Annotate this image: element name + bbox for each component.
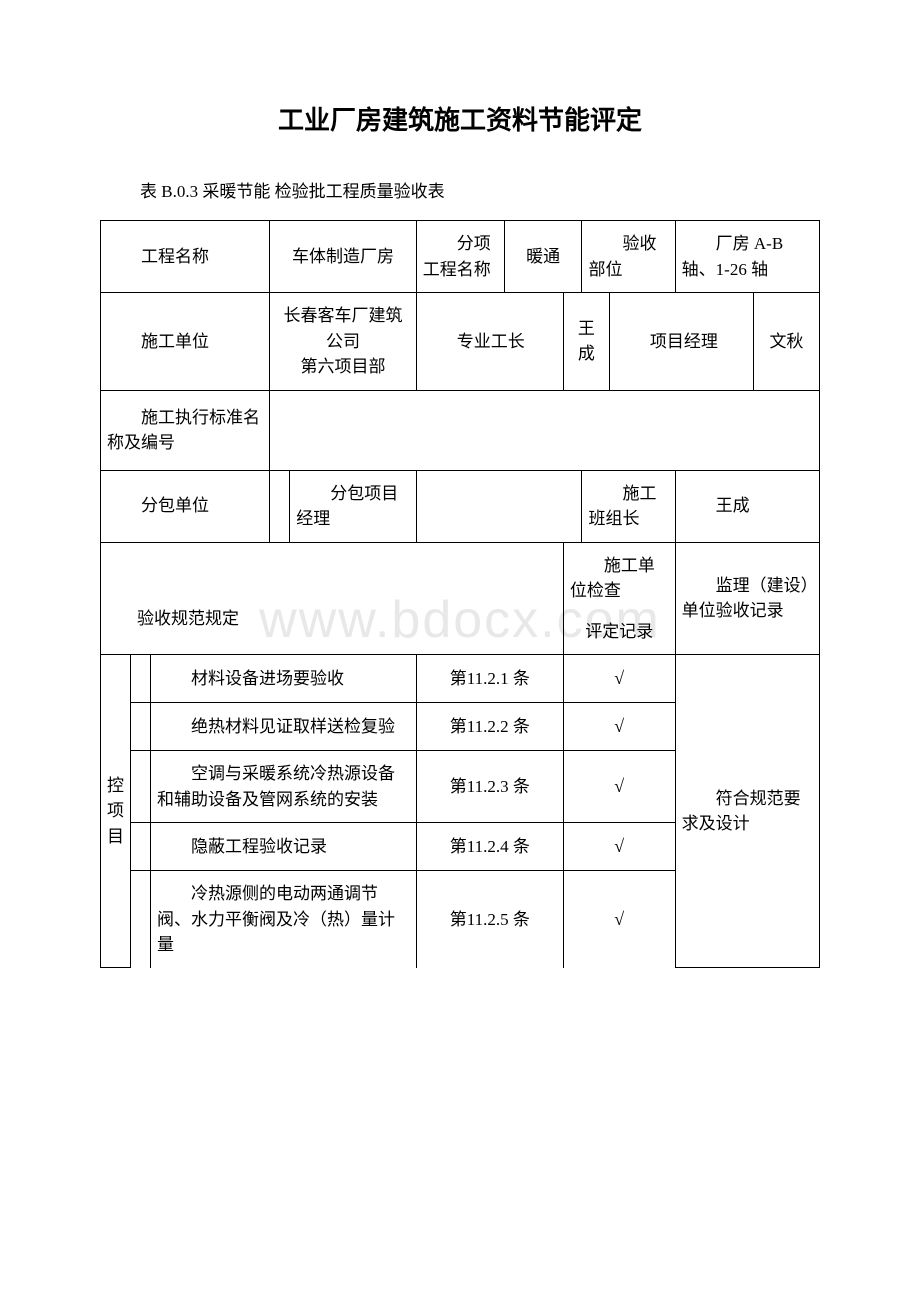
val-foreman: 王成 bbox=[563, 293, 609, 391]
val-standard bbox=[270, 390, 820, 470]
label-pm: 项目经理 bbox=[609, 293, 753, 391]
val-construction-unit: 长春客车厂建筑公司 第六项目部 bbox=[270, 293, 417, 391]
item-check: √ bbox=[563, 751, 675, 823]
label-acceptance-spec: 验收规范规定 bbox=[101, 542, 564, 655]
page-title: 工业厂房建筑施工资料节能评定 bbox=[100, 100, 820, 137]
table-row: 施工单位 长春客车厂建筑公司 第六项目部 专业工长 王成 项目经理 文秋 bbox=[101, 293, 820, 391]
empty-cell bbox=[270, 470, 290, 542]
label-foreman: 专业工长 bbox=[416, 293, 563, 391]
empty-cell bbox=[131, 703, 151, 751]
empty-cell bbox=[131, 823, 151, 871]
item-check: √ bbox=[563, 871, 675, 968]
construction-company: 长春客车厂建筑公司 bbox=[276, 303, 410, 354]
item-desc: 材料设备进场要验收 bbox=[151, 655, 417, 703]
item-clause: 第11.2.3 条 bbox=[416, 751, 563, 823]
label-project-name: 工程名称 bbox=[101, 221, 270, 293]
label-location: 验收部位 bbox=[582, 221, 675, 293]
item-clause: 第11.2.2 条 bbox=[416, 703, 563, 751]
empty-cell bbox=[416, 470, 582, 542]
label-subcontractor: 分包单位 bbox=[101, 470, 270, 542]
label-team-leader: 施工班组长 bbox=[582, 470, 675, 542]
section-header: 控项目 bbox=[101, 655, 131, 968]
label-standard: 施工执行标准名称及编号 bbox=[101, 390, 270, 470]
item-desc: 空调与采暖系统冷热源设备和辅助设备及管网系统的安装 bbox=[151, 751, 417, 823]
table-row: 分包单位 分包项目经理 施工班组长 王成 bbox=[101, 470, 820, 542]
project-dept: 第六项目部 bbox=[276, 354, 410, 380]
val-project-name: 车体制造厂房 bbox=[270, 221, 417, 293]
inspection-table: 工程名称 车体制造厂房 分项工程名称 暖通 验收部位 厂房 A-B轴、1-26 … bbox=[100, 220, 820, 968]
label-subproject: 分项工程名称 bbox=[416, 221, 504, 293]
empty-cell bbox=[131, 751, 151, 823]
val-location: 厂房 A-B轴、1-26 轴 bbox=[675, 221, 819, 293]
label-construction-unit: 施工单位 bbox=[101, 293, 270, 391]
label-check-record: 施工单位检查 评定记录 bbox=[563, 542, 675, 655]
item-desc: 冷热源侧的电动两通调节阀、水力平衡阀及冷（热）量计量 bbox=[151, 871, 417, 968]
check-header-b: 评定记录 bbox=[570, 619, 669, 645]
val-pm: 文秋 bbox=[753, 293, 819, 391]
label-supervision: 监理（建设）单位验收记录 bbox=[675, 542, 819, 655]
val-team-leader: 王成 bbox=[675, 470, 819, 542]
verdict: 符合规范要求及设计 bbox=[675, 655, 819, 968]
check-header-a: 施工单位检查 bbox=[570, 553, 669, 604]
item-desc: 隐蔽工程验收记录 bbox=[151, 823, 417, 871]
item-clause: 第11.2.5 条 bbox=[416, 871, 563, 968]
item-check: √ bbox=[563, 823, 675, 871]
empty-cell bbox=[131, 655, 151, 703]
table-row: 施工执行标准名称及编号 bbox=[101, 390, 820, 470]
item-check: √ bbox=[563, 703, 675, 751]
table-subtitle: 表 B.0.3 采暖节能 检验批工程质量验收表 bbox=[100, 177, 820, 202]
item-check: √ bbox=[563, 655, 675, 703]
empty-cell bbox=[131, 871, 151, 968]
item-clause: 第11.2.4 条 bbox=[416, 823, 563, 871]
val-subproject: 暖通 bbox=[504, 221, 582, 293]
label-sub-pm: 分包项目经理 bbox=[290, 470, 417, 542]
table-row: 验收规范规定 施工单位检查 评定记录 监理（建设）单位验收记录 bbox=[101, 542, 820, 655]
item-desc: 绝热材料见证取样送检复验 bbox=[151, 703, 417, 751]
item-clause: 第11.2.1 条 bbox=[416, 655, 563, 703]
table-row: 工程名称 车体制造厂房 分项工程名称 暖通 验收部位 厂房 A-B轴、1-26 … bbox=[101, 221, 820, 293]
table-row: 控项目 材料设备进场要验收 第11.2.1 条 √ 符合规范要求及设计 bbox=[101, 655, 820, 703]
